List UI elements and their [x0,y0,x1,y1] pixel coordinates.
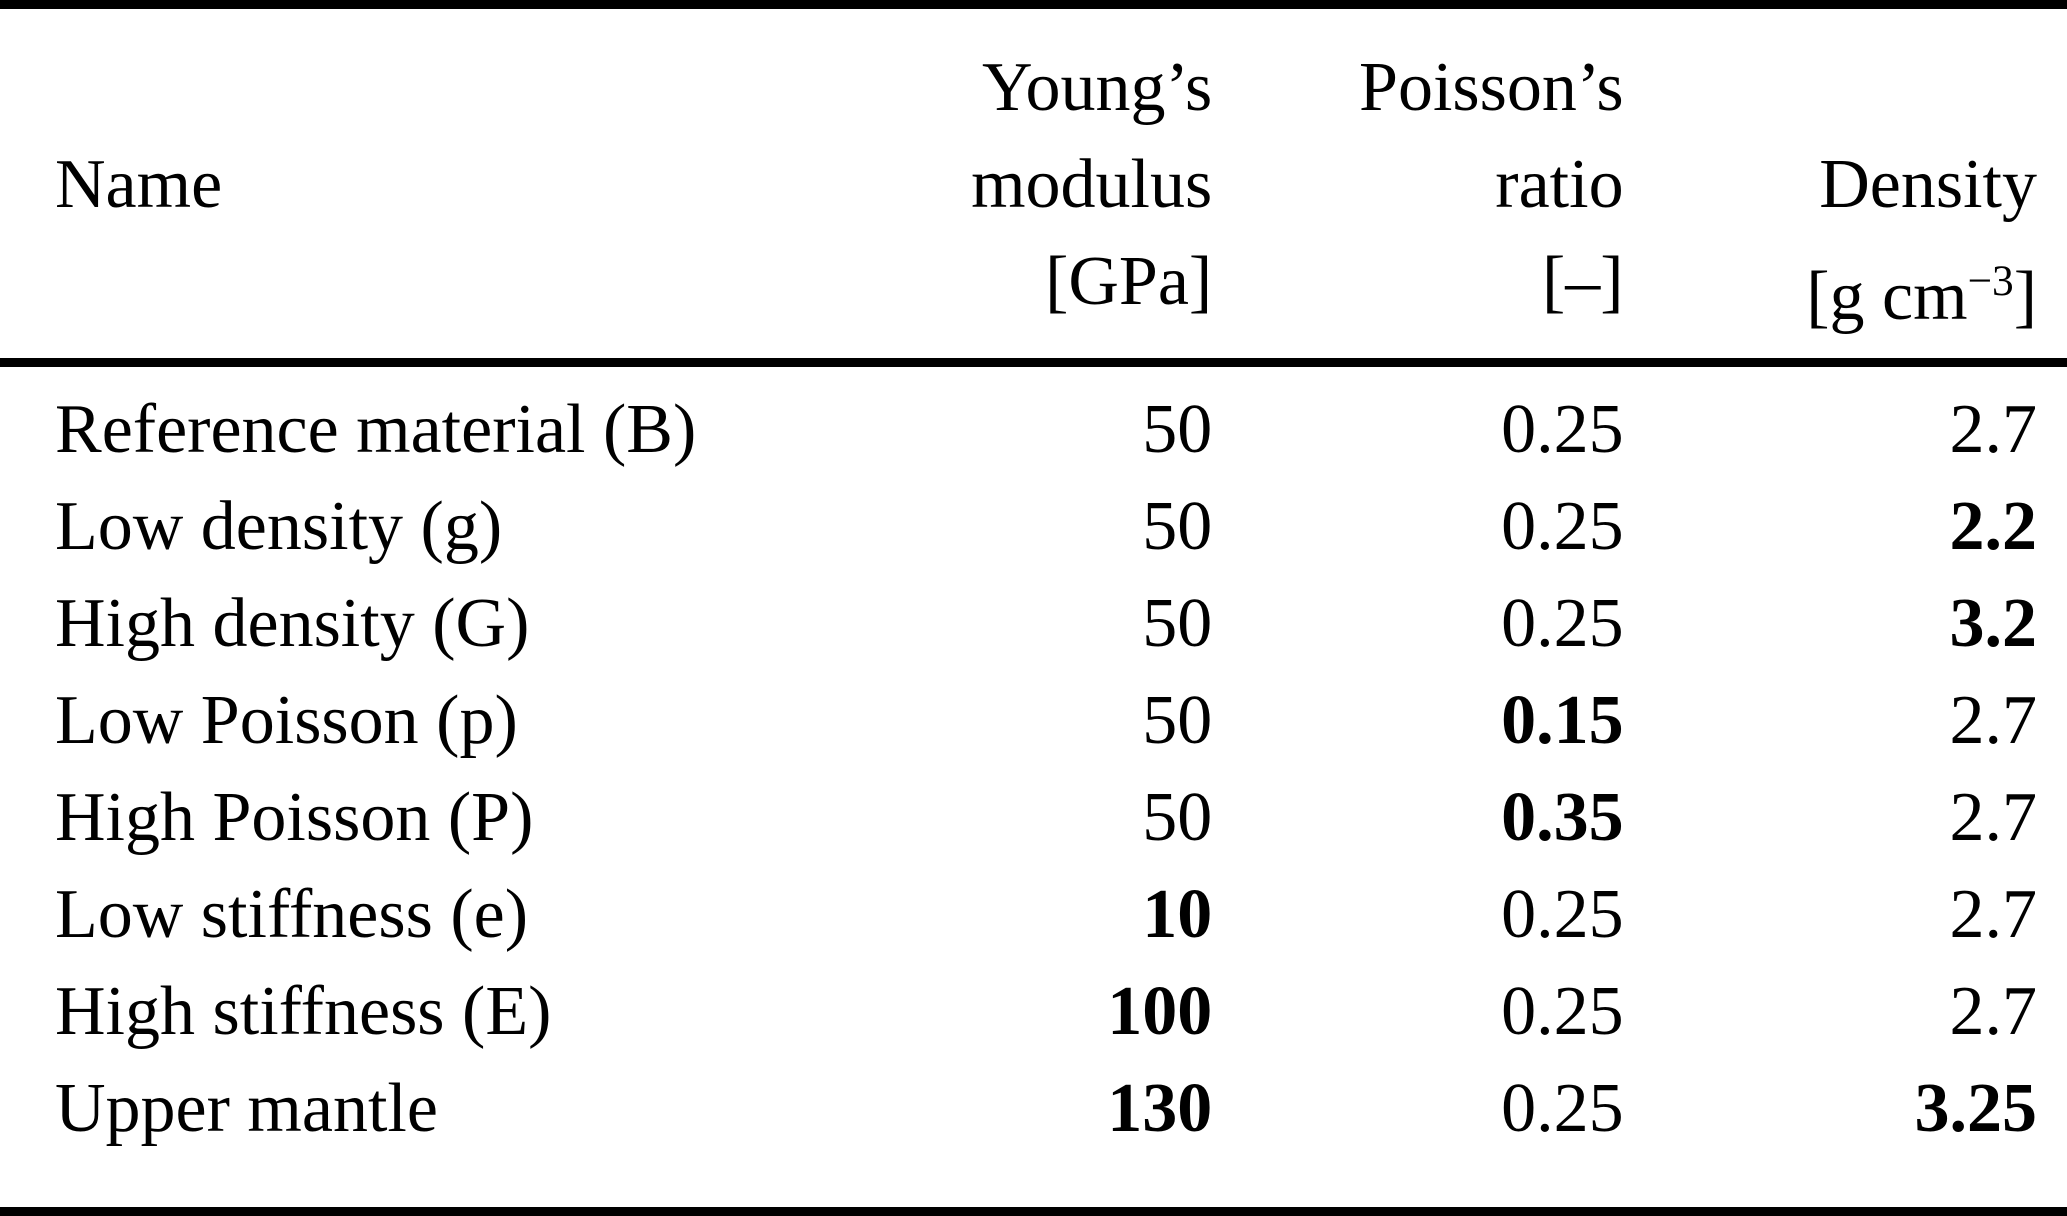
table-row-high-stiffness: High stiffness (E) 100 0.25 2.7 [0,963,2067,1060]
cell-poisson: 0.25 [1501,488,1624,565]
cell-young: 130 [1107,1070,1213,1147]
cell-density: 2.7 [1949,682,2038,759]
density-unit-close: ] [2013,257,2037,335]
cell-poisson: 0.15 [1501,682,1624,759]
cell-poisson: 0.25 [1501,1070,1624,1147]
cell-density: 2.7 [1949,391,2038,468]
cell-name: Low stiffness (e) [55,876,529,953]
cell-young: 50 [1142,585,1213,662]
cell-name: Low Poisson (p) [55,682,518,759]
header-youngs-line1: Young’s [982,49,1213,126]
header-row: Name Young’s modulus [GPa] Poisson’s rat… [0,9,2067,367]
cell-young: 50 [1142,488,1213,565]
cell-name: Upper mantle [55,1070,438,1147]
header-density-label: Density [1819,146,2037,223]
density-unit-exponent: −3 [1967,257,2014,305]
cell-name: Reference material (B) [55,391,697,468]
header-poisson-line2: ratio [1495,146,1624,223]
table-row-reference-material: Reference material (B) 50 0.25 2.7 [0,363,2067,479]
cell-poisson: 0.25 [1501,973,1624,1050]
table-row-low-poisson: Low Poisson (p) 50 0.15 2.7 [0,672,2067,769]
table-row-low-stiffness: Low stiffness (e) 10 0.25 2.7 [0,866,2067,963]
column-header-poissons-ratio: Poisson’s ratio [–] [1242,9,1654,367]
header-name-label: Name [55,146,223,223]
table-row-upper-mantle: Upper mantle 130 0.25 3.25 [0,1060,2067,1157]
column-header-name: Name [0,9,900,367]
table-row-high-density: High density (G) 50 0.25 3.2 [0,575,2067,672]
cell-young: 50 [1142,779,1213,856]
cell-young: 10 [1142,876,1213,953]
header-line-blank [55,39,899,136]
cell-name: High Poisson (P) [55,779,534,856]
cell-name: Low density (g) [55,488,503,565]
header-poisson-line1: Poisson’s [1359,49,1624,126]
cell-young: 50 [1142,391,1213,468]
cell-density: 2.7 [1949,876,2038,953]
header-youngs-unit: [GPa] [1045,243,1213,320]
cell-poisson: 0.25 [1501,391,1624,468]
column-header-youngs-modulus: Young’s modulus [GPa] [899,9,1243,367]
header-youngs-line2: modulus [971,146,1213,223]
cell-young: 100 [1107,973,1213,1050]
cell-poisson: 0.25 [1501,876,1624,953]
header-line-blank [55,233,899,330]
materials-table: Name Young’s modulus [GPa] Poisson’s rat… [0,9,2067,1157]
cell-young: 50 [1142,682,1213,759]
table-row-low-density: Low density (g) 50 0.25 2.2 [0,478,2067,575]
cell-poisson: 0.35 [1501,779,1624,856]
column-header-density: Density [g cm−3] [1653,9,2067,367]
cell-density: 2.7 [1949,779,2038,856]
header-poisson-unit: [–] [1541,243,1624,320]
cell-name: High stiffness (E) [55,973,552,1050]
cell-density: 3.2 [1949,585,2038,662]
header-line-blank [1654,39,2037,136]
table-row-high-poisson: High Poisson (P) 50 0.35 2.7 [0,769,2067,866]
cell-density: 3.25 [1914,1070,2038,1147]
cell-poisson: 0.25 [1501,585,1624,662]
density-unit-base: [g cm [1806,257,1968,335]
cell-name: High density (G) [55,585,530,662]
header-density-unit: [g cm−3] [1654,233,2037,335]
cell-density: 2.2 [1949,488,2038,565]
cell-density: 2.7 [1949,973,2038,1050]
